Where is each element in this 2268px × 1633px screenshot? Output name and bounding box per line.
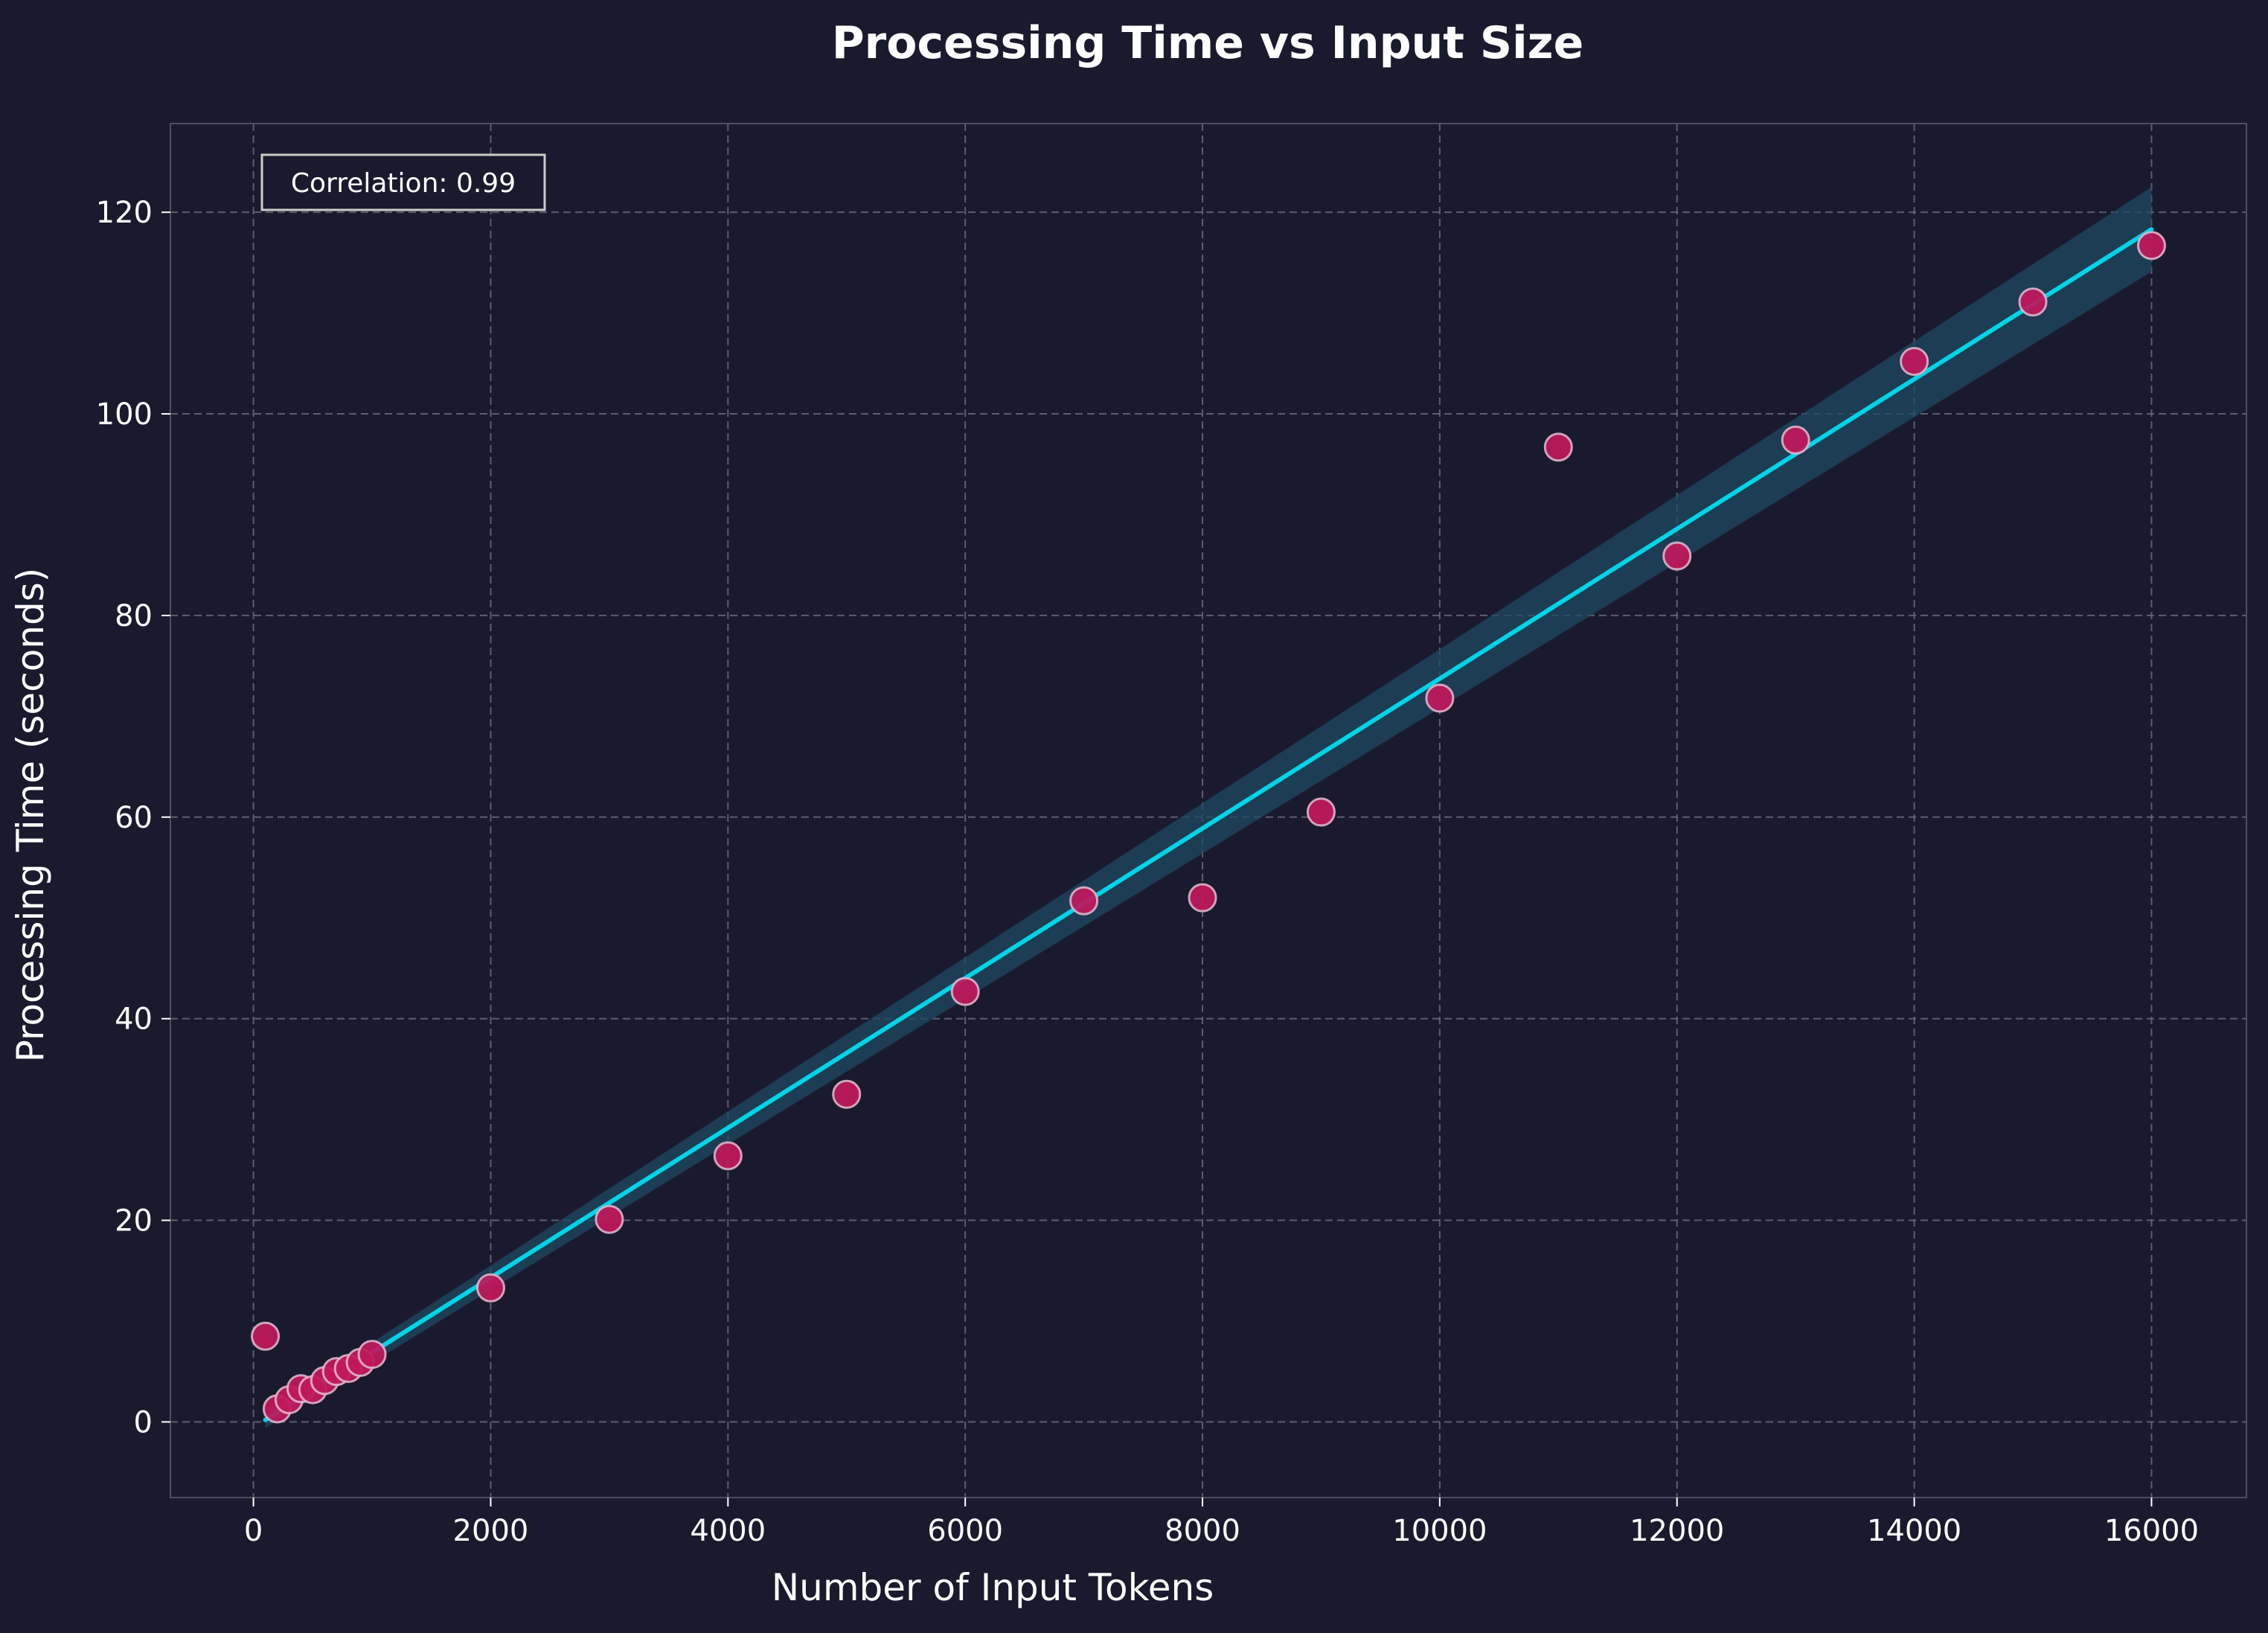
x-tick-label: 4000: [690, 1514, 766, 1548]
confidence-band: [265, 187, 2152, 1428]
correlation-annotation: Correlation: 0.99: [260, 153, 546, 211]
y-tick-label: 0: [134, 1405, 153, 1439]
data-point: [1662, 541, 1692, 571]
axis-ticks: 0 2000 4000 6000 8000 10000 12000 14000 16000 0 20…: [96, 196, 2199, 1548]
y-tick-label: 120: [96, 196, 153, 230]
data-point: [595, 1204, 624, 1234]
x-axis-title: Number of Input Tokens: [772, 1566, 1214, 1609]
annotation-box: [260, 153, 546, 211]
x-tick-label: 8000: [1165, 1514, 1240, 1548]
data-point: [1900, 347, 1929, 377]
y-axis-title: Processing Time (seconds): [9, 568, 52, 1063]
data-point: [251, 1321, 281, 1351]
y-tick-label: 60: [115, 801, 153, 835]
x-tick-label: 2000: [453, 1514, 529, 1548]
data-point: [475, 1273, 505, 1303]
y-tick-label: 100: [96, 397, 153, 432]
annotation-text: Correlation: 0.99: [291, 168, 516, 199]
data-point: [1069, 886, 1099, 915]
x-tick-label: 0: [244, 1514, 263, 1548]
data-point: [713, 1141, 743, 1171]
y-tick-label: 20: [115, 1204, 153, 1239]
data-point: [1543, 432, 1573, 462]
x-tick-label: 14000: [1867, 1514, 1961, 1548]
x-tick-label: 16000: [2104, 1514, 2199, 1548]
x-tick-label: 6000: [927, 1514, 1003, 1548]
y-tick-label: 80: [115, 599, 153, 633]
data-point: [1188, 883, 1217, 913]
plot-frame: [170, 123, 2247, 1498]
data-point: [1781, 425, 1810, 455]
y-tick-label: 40: [115, 1003, 153, 1037]
confidence-band-area: [265, 187, 2152, 1428]
data-point: [950, 977, 980, 1006]
data-point: [2136, 231, 2166, 261]
data-points: [251, 231, 2166, 1424]
trend-line: [263, 227, 2154, 1422]
trend-line-group: [263, 227, 2154, 1422]
data-point: [2018, 287, 2048, 317]
data-point: [832, 1079, 862, 1109]
x-tick-label: 10000: [1392, 1514, 1487, 1548]
x-tick-label: 12000: [1630, 1514, 1724, 1548]
chart-title: Processing Time vs Input Size: [832, 17, 1584, 69]
data-point: [1306, 797, 1336, 827]
data-point: [357, 1340, 387, 1370]
data-point: [1425, 683, 1455, 713]
